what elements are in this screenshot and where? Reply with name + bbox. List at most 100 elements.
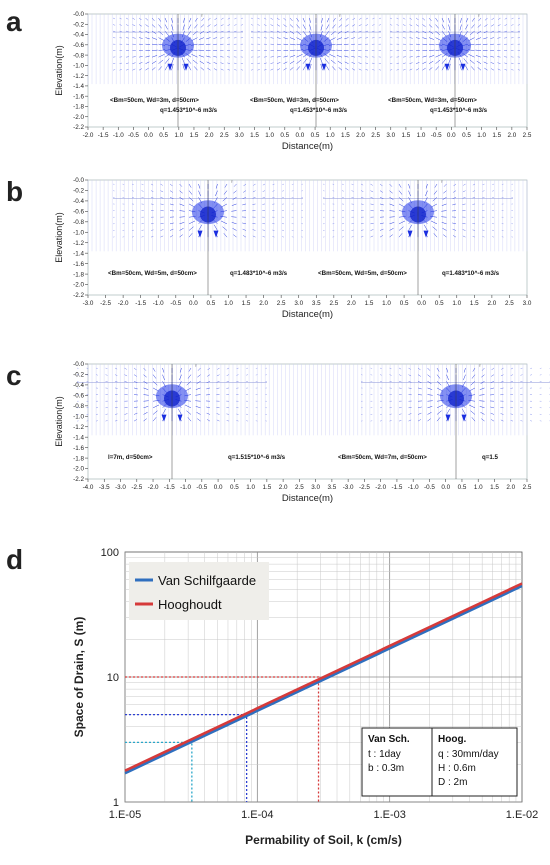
flow-vector (398, 183, 402, 188)
x-tick-label: 0.5 (435, 300, 444, 307)
y-tick-label: -1.8 (73, 455, 84, 462)
flow-vector (427, 387, 433, 390)
flow-vector (520, 374, 523, 376)
flow-vector (95, 374, 98, 376)
flow-vector (469, 59, 475, 64)
flow-vector (125, 56, 129, 58)
flow-vector (490, 419, 495, 422)
flow-vector (427, 367, 431, 371)
flow-vector (138, 68, 143, 71)
flow-vector (484, 17, 488, 21)
flow-vector (213, 37, 218, 39)
flow-vector (236, 374, 239, 376)
flow-vector (158, 17, 162, 22)
flow-vector (272, 183, 275, 186)
flow-vector (143, 374, 147, 378)
flow-vector (145, 43, 151, 45)
flow-vector (246, 367, 249, 369)
flow-vector (151, 49, 158, 51)
flow-vector (402, 37, 406, 39)
flow-vector (389, 183, 393, 187)
drain-flow-field: ♀ (322, 179, 514, 295)
flow-vector (497, 37, 501, 39)
x-tick-label: -1.5 (164, 484, 175, 491)
flow-vector (188, 233, 193, 238)
flow-vector (504, 37, 508, 39)
flow-vector (510, 413, 514, 415)
drain-marker: ♀ (200, 13, 204, 19)
flow-vector (452, 197, 457, 200)
flow-vector (497, 24, 501, 27)
flow-vector (415, 56, 420, 58)
flow-vector (530, 367, 533, 369)
flow-vector (504, 24, 508, 26)
chart-b: -0.0 -0.2 -0.4 -0.6 -0.8 -1.0 -1.2 -1.4 -1.6 -1.8… (54, 177, 532, 320)
x-tick-label: 1.0 (224, 300, 233, 307)
flow-vector (365, 24, 369, 26)
x-tick-label: 1.5 (242, 300, 251, 307)
flow-vector (396, 24, 399, 26)
flow-vector (330, 30, 336, 36)
param-col1-title: Van Sch. (368, 734, 410, 745)
panel-params-label: <Bm=50cm, Wd=3m, d=50cm> (110, 97, 199, 104)
flow-vector (435, 54, 442, 58)
flow-vector (389, 69, 393, 71)
flow-vector (372, 69, 375, 71)
flow-vector (396, 69, 399, 71)
flow-vector (351, 62, 356, 64)
flow-vector (511, 24, 514, 26)
flow-vector (151, 30, 157, 34)
flow-vector (224, 183, 228, 188)
flow-vector (417, 419, 422, 422)
y-tick-label: -2.2 (73, 124, 84, 131)
flow-vector (351, 68, 356, 71)
flow-vector (417, 406, 422, 409)
flow-vector (463, 58, 469, 64)
flow-vector (510, 374, 514, 376)
flow-vector (199, 30, 205, 34)
param-col2-line: q : 30mm/day (438, 749, 499, 760)
x-tick-label: 0.0 (144, 132, 153, 139)
flow-vector (150, 190, 154, 192)
flow-vector (483, 30, 488, 34)
x-tick-label: 2.5 (371, 132, 380, 139)
downward-arrow (445, 414, 451, 422)
x-tick-label: -2.5 (359, 484, 370, 491)
flow-vector (389, 197, 394, 200)
flow-vector (309, 24, 312, 31)
flow-vector (351, 190, 354, 192)
flow-vector (145, 37, 150, 40)
x-tick-label: -1.0 (113, 132, 124, 139)
x-tick-label: 0.0 (417, 300, 426, 307)
flow-vector (282, 190, 285, 192)
flow-vector (408, 413, 412, 415)
flow-vector (475, 49, 482, 51)
flow-vector (158, 37, 165, 41)
downward-arrow (305, 63, 311, 71)
flow-vector (193, 66, 198, 71)
flow-vector (276, 24, 281, 27)
flow-vector (443, 183, 447, 187)
flow-vector (220, 37, 224, 39)
x-tick-label: 2.5 (295, 484, 304, 491)
x-tick-label: 0.5 (311, 132, 320, 139)
flow-vector (112, 17, 116, 20)
flow-vector (471, 24, 475, 29)
flow-vector (105, 374, 108, 376)
legend-box (129, 562, 269, 620)
flow-vector (379, 190, 384, 193)
y-axis-label: Elevation(m) (54, 45, 64, 96)
flow-vector (194, 24, 198, 29)
flow-vector (408, 190, 411, 197)
y-tick-label: -2.0 (73, 466, 84, 473)
flow-vector (425, 190, 428, 197)
flow-vector (428, 55, 435, 58)
flow-vector (188, 367, 192, 372)
flow-vector (289, 67, 294, 71)
flow-vector (481, 418, 485, 422)
x-tick-label: -2.5 (131, 484, 142, 491)
flow-vector (160, 203, 164, 205)
flow-vector (188, 197, 194, 202)
series-line (124, 584, 523, 775)
flow-vector (435, 66, 440, 71)
